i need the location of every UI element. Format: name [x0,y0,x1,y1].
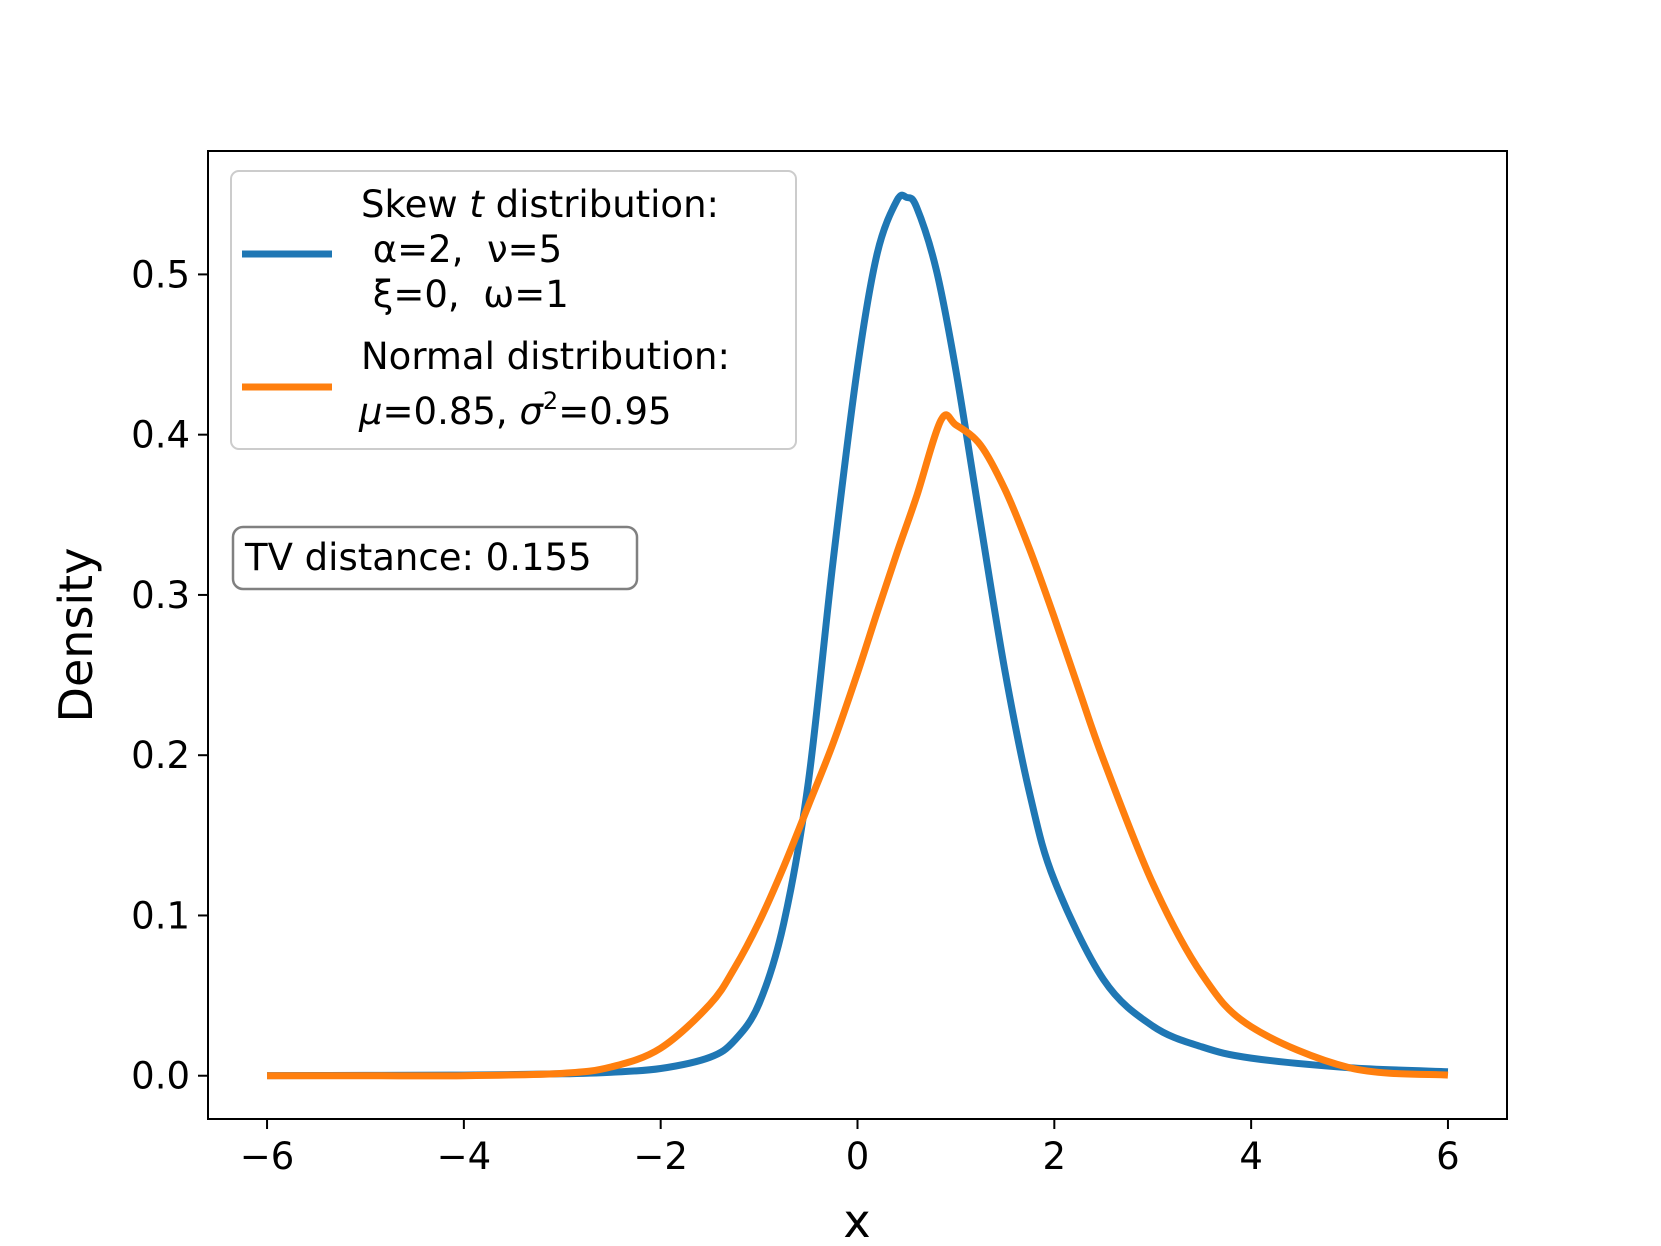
y-ticks: 0.0 0.1 0.2 0.3 0.4 0.5 [131,253,208,1098]
y-tick-label: 0.5 [131,253,190,296]
x-ticks: −6 −4 −2 0 2 4 6 [240,1119,1460,1178]
legend-box [230,170,797,450]
x-axis-title: x [843,1194,870,1246]
x-tick-label: −6 [240,1135,295,1178]
series-line-normal [267,411,1449,1080]
y-tick-label: 0.4 [131,414,190,457]
legend: Skew t distribution: α=2, ν=5 ξ=0, ω=1 N… [230,170,797,450]
tv-distance-annotation: TV distance: 0.155 [231,525,639,591]
series-line-skew-t [267,191,1449,1080]
legend-label-skew-t-line3: ξ=0, ω=1 [361,273,569,316]
x-tick-label: 4 [1239,1135,1263,1178]
legend-label-skew-t-line2: α=2, ν=5 [361,228,562,271]
legend-label-normal-line1: Normal distribution: [361,335,730,378]
y-tick-label: 0.1 [131,894,190,937]
series-layer [267,191,1449,1080]
y-tick-label: 0.0 [131,1055,190,1098]
tv-distance-label: TV distance: 0.155 [244,536,592,579]
x-tick-label: −2 [633,1135,688,1178]
legend-label-skew-t-line1: Skew t distribution: [361,183,719,226]
y-tick-label: 0.3 [131,574,190,617]
x-tick-label: 2 [1043,1135,1067,1178]
y-tick-label: 0.2 [131,734,190,777]
x-tick-label: 0 [846,1135,870,1178]
y-axis-title: Density [49,548,103,723]
x-tick-label: 6 [1436,1135,1460,1178]
x-tick-label: −4 [437,1135,492,1178]
legend-label-normal-line2: μ=0.85, σ2=0.95 [358,387,672,433]
tv-distance-box [231,525,639,591]
